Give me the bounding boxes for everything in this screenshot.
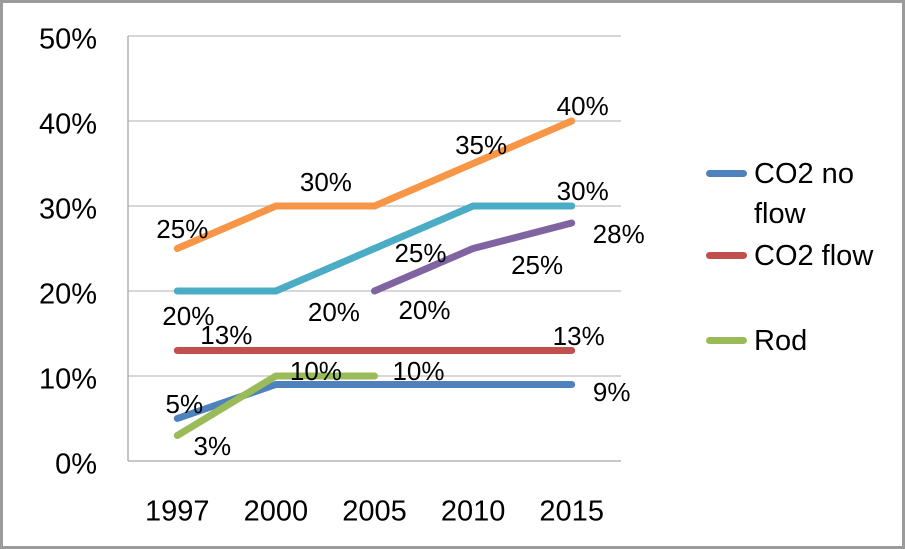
data-label-series-5-teal: 20% (162, 301, 215, 331)
legend-item-rod: Rod (706, 321, 807, 361)
legend-label: CO2 no flow (754, 158, 854, 230)
data-label-series-6-orange: 35% (455, 129, 508, 160)
legend-label: Rod (754, 325, 808, 357)
y-axis-tick-label: 10% (38, 363, 97, 396)
data-label-series-4-purple: 28% (592, 219, 645, 249)
series-line-rod (173, 372, 378, 439)
x-axis-tick-label: 2005 (342, 495, 407, 528)
data-label-co2-no-flow: 9% (592, 376, 631, 407)
data-label-series-5-teal: 30% (556, 176, 609, 206)
x-axis-tick-label: 2000 (243, 495, 309, 528)
y-axis-tick-label: 20% (38, 278, 97, 311)
legend-item-co2-no-flow: CO2 no flow (706, 154, 902, 234)
legend-line-marker-icon (706, 252, 747, 259)
plot-area (127, 35, 621, 462)
data-label-series-6-orange: 30% (299, 167, 352, 197)
series-line-series-6-orange (173, 117, 576, 252)
data-label-co2-flow: 13% (200, 319, 253, 350)
legend-item-co2-flow: CO2 flow (706, 236, 873, 276)
data-label-series-5-teal: 20% (307, 297, 360, 327)
y-axis-tick-label: 50% (38, 23, 97, 56)
data-label-series-6-orange: 25% (156, 213, 209, 244)
data-label-series-4-purple: 25% (511, 249, 564, 280)
y-axis-tick-label: 0% (55, 448, 97, 481)
data-label-co2-no-flow: 5% (165, 388, 204, 419)
y-axis-tick-label: 30% (38, 193, 97, 226)
legend-line-marker-icon (706, 170, 747, 177)
x-axis-tick-label: 2010 (440, 495, 506, 528)
data-label-rod: 3% (193, 430, 232, 461)
x-axis-tick-label: 1997 (145, 495, 210, 528)
data-label-series-4-purple: 20% (398, 295, 451, 325)
legend-line-marker-icon (706, 337, 747, 344)
data-label-rod: 10% (289, 356, 342, 386)
data-label-co2-flow: 13% (552, 320, 605, 351)
x-axis-tick-label: 2015 (539, 495, 604, 528)
data-label-series-6-orange: 40% (556, 91, 609, 121)
data-label-series-5-teal: 25% (394, 237, 447, 268)
series-line-series-5-teal (173, 202, 576, 295)
data-label-rod: 10% (392, 356, 445, 386)
y-axis-tick-label: 40% (38, 108, 97, 141)
legend-label: CO2 flow (754, 240, 874, 272)
series-line-series-4-purple (371, 219, 576, 295)
